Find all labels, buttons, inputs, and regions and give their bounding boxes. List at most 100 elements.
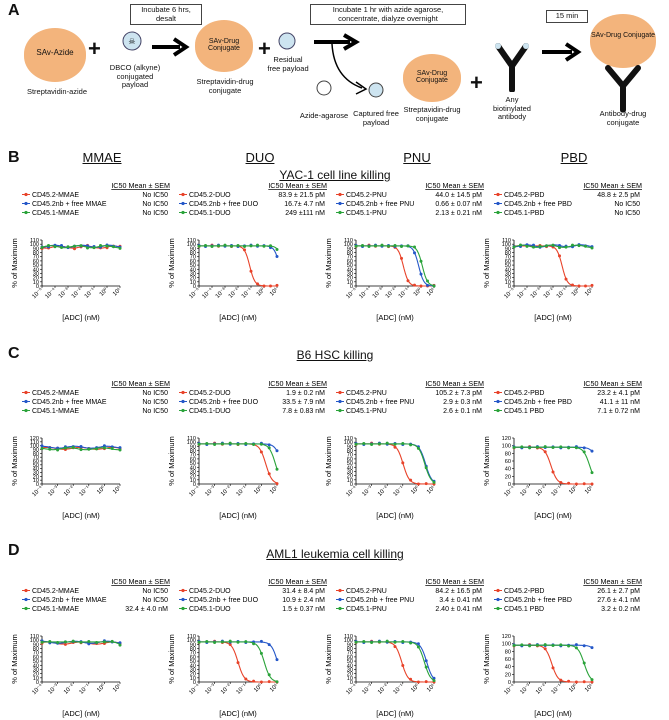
y-tick-label: 0 bbox=[350, 482, 353, 488]
y-tick-label: 20 bbox=[505, 672, 511, 678]
data-point bbox=[262, 244, 266, 248]
y-axis-label: % of Maximum bbox=[324, 634, 333, 684]
sav-azide-blob: SAv-Azide bbox=[24, 28, 86, 82]
y-tick-label: 30 bbox=[505, 271, 511, 277]
data-point bbox=[424, 482, 428, 486]
data-point bbox=[275, 255, 279, 259]
series-line bbox=[514, 245, 592, 287]
legend-marker bbox=[181, 390, 185, 395]
y-tick-label: 80 bbox=[33, 647, 39, 653]
data-point bbox=[432, 676, 436, 680]
ic50-value: 0.66 ± 0.07 nM bbox=[435, 201, 482, 208]
data-point bbox=[567, 679, 571, 683]
data-point bbox=[252, 642, 256, 646]
data-point bbox=[220, 640, 224, 644]
data-point bbox=[374, 244, 377, 248]
series-line bbox=[199, 641, 278, 661]
ic50-value: 7.1 ± 0.72 nM bbox=[597, 408, 640, 415]
data-point bbox=[543, 643, 547, 647]
data-point bbox=[87, 640, 91, 644]
y-tick-label: 90 bbox=[347, 246, 353, 252]
y-tick-label: 80 bbox=[190, 647, 196, 653]
x-tick-label: 10⁻³ bbox=[372, 287, 385, 300]
data-point bbox=[362, 442, 366, 446]
x-tick-label: 10¹ bbox=[584, 683, 594, 693]
x-tick-label: 10⁻² bbox=[71, 287, 84, 300]
ic50-value: 249 ±111 nM bbox=[285, 210, 325, 217]
data-point bbox=[551, 644, 555, 648]
legend-marker bbox=[181, 210, 185, 215]
ic50-header: IC50 Mean ± SEM bbox=[268, 379, 327, 388]
y-tick-label: 0 bbox=[36, 284, 39, 290]
data-point bbox=[252, 679, 256, 683]
y-tick-label: 10 bbox=[505, 280, 511, 286]
data-point bbox=[228, 441, 232, 445]
data-point bbox=[95, 641, 99, 645]
data-point bbox=[354, 442, 358, 446]
data-point bbox=[567, 446, 571, 450]
sav-drug-blob-2: SAv-Drug Conjugate bbox=[403, 54, 461, 102]
ic50-header: IC50 Mean ± SEM bbox=[111, 379, 170, 388]
y-tick-label: 90 bbox=[190, 642, 196, 648]
y-tick-label: 30 bbox=[33, 471, 39, 477]
data-point bbox=[267, 446, 271, 450]
ic50-value: No IC50 bbox=[142, 390, 168, 397]
legend-marker bbox=[496, 399, 500, 404]
legend-marker bbox=[24, 192, 28, 197]
legend-entry: CD45.1-MMAE bbox=[32, 408, 79, 415]
data-point bbox=[236, 661, 240, 665]
x-tick-label: 10⁻⁵ bbox=[31, 286, 45, 300]
ic50-value: 16.7± 4.7 nM bbox=[284, 201, 325, 208]
data-point bbox=[48, 640, 52, 644]
legend-entry: CD45.2-PBD bbox=[504, 588, 544, 595]
streptavidin-drug-label-2: Streptavidin-drug conjugate bbox=[403, 105, 461, 123]
y-tick-label: 20 bbox=[190, 672, 196, 678]
y-tick-label: 100 bbox=[187, 242, 196, 248]
series-line bbox=[514, 446, 593, 473]
legend-entry: CD45.1-PNU bbox=[346, 210, 387, 217]
arrow-icon bbox=[542, 42, 582, 62]
y-tick-label: 20 bbox=[190, 474, 196, 480]
data-point bbox=[413, 251, 416, 255]
y-tick-label: 100 bbox=[344, 242, 353, 248]
plus-icon: + bbox=[470, 70, 483, 95]
x-tick-label: 10⁻² bbox=[385, 287, 398, 300]
captured-payload-label: Captured free payload bbox=[353, 109, 399, 127]
y-tick-label: 110 bbox=[502, 238, 511, 244]
x-tick-label: 10⁻⁴ bbox=[345, 484, 359, 498]
x-tick-label: 10⁻⁴ bbox=[201, 286, 215, 300]
data-point bbox=[409, 641, 413, 645]
ic50-value: 2.9 ± 0.3 nM bbox=[443, 399, 482, 406]
data-point bbox=[535, 445, 539, 449]
ic50-value: 2.6 ± 0.1 nM bbox=[443, 408, 482, 415]
data-point bbox=[367, 245, 371, 249]
legend-marker bbox=[24, 597, 28, 602]
legend-marker bbox=[24, 606, 28, 611]
plus-icon: + bbox=[258, 36, 271, 61]
ic50-value: No IC50 bbox=[614, 201, 640, 208]
data-point bbox=[267, 443, 271, 447]
data-point bbox=[424, 680, 428, 684]
data-point bbox=[559, 481, 563, 485]
x-tick-label: 10⁻¹ bbox=[79, 683, 92, 696]
x-axis-label: [ADC] (nM) bbox=[376, 709, 414, 718]
legend-entry: CD45.2nb + free PBD bbox=[504, 201, 572, 208]
data-point bbox=[40, 245, 44, 249]
legend-entry: CD45.1-DUO bbox=[189, 210, 231, 217]
data-point bbox=[275, 247, 279, 251]
arrow-icon bbox=[152, 37, 190, 57]
chart-b-mmae: IC50 Mean ± SEM CD45.2-MMAE No IC50 CD45.2n… bbox=[10, 181, 170, 322]
x-tick-label: 10⁻² bbox=[63, 683, 76, 696]
data-point bbox=[217, 244, 220, 248]
legend-marker bbox=[338, 408, 342, 413]
y-tick-label: 50 bbox=[33, 463, 39, 469]
y-tick-label: 110 bbox=[30, 238, 39, 244]
y-tick-label: 100 bbox=[30, 444, 39, 450]
data-point bbox=[571, 283, 574, 287]
x-tick-label: 10⁻⁴ bbox=[503, 484, 517, 498]
y-tick-label: 20 bbox=[505, 474, 511, 480]
y-tick-label: 90 bbox=[33, 246, 39, 252]
data-point bbox=[424, 466, 428, 470]
legend-marker bbox=[24, 201, 28, 206]
data-point bbox=[275, 482, 279, 486]
